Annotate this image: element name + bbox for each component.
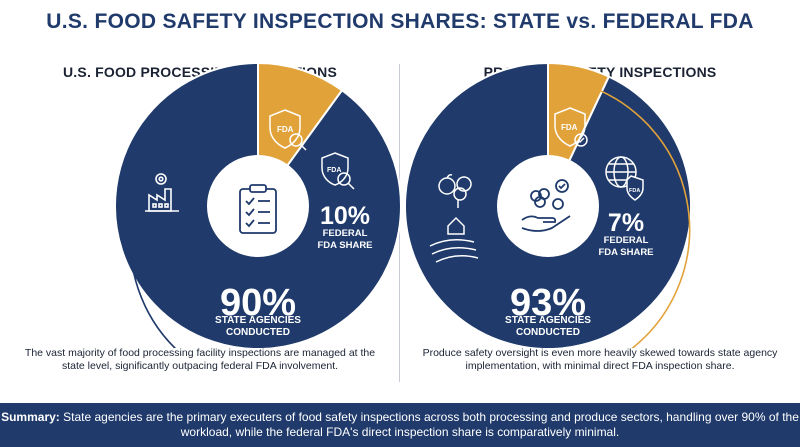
summary-text: State agencies are the primary executers…: [63, 410, 799, 439]
processing-panel: U.S. FOOD PROCESSING INSPECTIONS FDA: [0, 58, 400, 398]
svg-text:FDA: FDA: [561, 123, 578, 132]
svg-text:FDA: FDA: [277, 125, 294, 134]
federal-percent-produce: 7%: [608, 209, 644, 237]
cycle-arrow-head: [568, 76, 580, 88]
clipboard-checklist-icon: [239, 184, 277, 234]
federal-label-produce-2: FDA SHARE: [598, 247, 653, 258]
factory-icon: [145, 173, 179, 212]
svg-text:FDA: FDA: [629, 188, 640, 194]
state-label-processing-1: STATE AGENCIES: [215, 315, 301, 326]
description-produce: Produce safety oversight is even more he…: [422, 347, 778, 372]
farm-field-icon: [429, 216, 479, 263]
fda-shield-icon: FDA: [269, 109, 307, 151]
page-title: U.S. FOOD SAFETY INSPECTION SHARES: STAT…: [46, 10, 754, 33]
state-percent-produce: 93%: [510, 282, 586, 324]
federal-percent-processing: 10%: [320, 202, 370, 230]
state-label-processing-2: CONDUCTED: [226, 327, 290, 338]
federal-label-processing-1: FEDERAL: [323, 228, 368, 239]
magnifier-icon: FDA: [321, 152, 355, 190]
fda-shield-icon: FDA: [554, 107, 588, 147]
federal-label-produce-1: FEDERAL: [604, 235, 649, 246]
state-percent-processing: 90%: [220, 282, 296, 324]
summary-label: Summary:: [1, 410, 60, 424]
hand-produce-icon: [521, 179, 571, 232]
produce-panel: PRODUCE SAFETY INSPECTIONS FDA: [400, 58, 800, 398]
center-badge: [207, 155, 309, 257]
state-slice-produce: [404, 61, 692, 348]
summary-bar: Summary: State agencies are the primary …: [0, 403, 800, 447]
svg-text:FDA: FDA: [327, 167, 341, 174]
cycle-arrow-icon: [574, 81, 691, 348]
state-label-produce-1: STATE AGENCIES: [505, 315, 591, 326]
cycle-arrow-icon: [129, 91, 250, 348]
fruit-tree-icon: [438, 174, 472, 208]
center-badge: [497, 155, 599, 257]
pie-chart-produce: FDA FDA 93% STATE AGENCIES CONDUCTED 7% …: [404, 61, 692, 348]
globe-fda-icon: FDA: [605, 156, 644, 201]
description-processing: The vast majority of food processing fac…: [24, 347, 376, 372]
federal-label-processing-2: FDA SHARE: [317, 240, 372, 251]
state-label-produce-2: CONDUCTED: [516, 327, 580, 338]
pie-chart-processing: FDA FDA 90% STATE AGENCIES CONDUCTED 10%…: [114, 61, 400, 348]
